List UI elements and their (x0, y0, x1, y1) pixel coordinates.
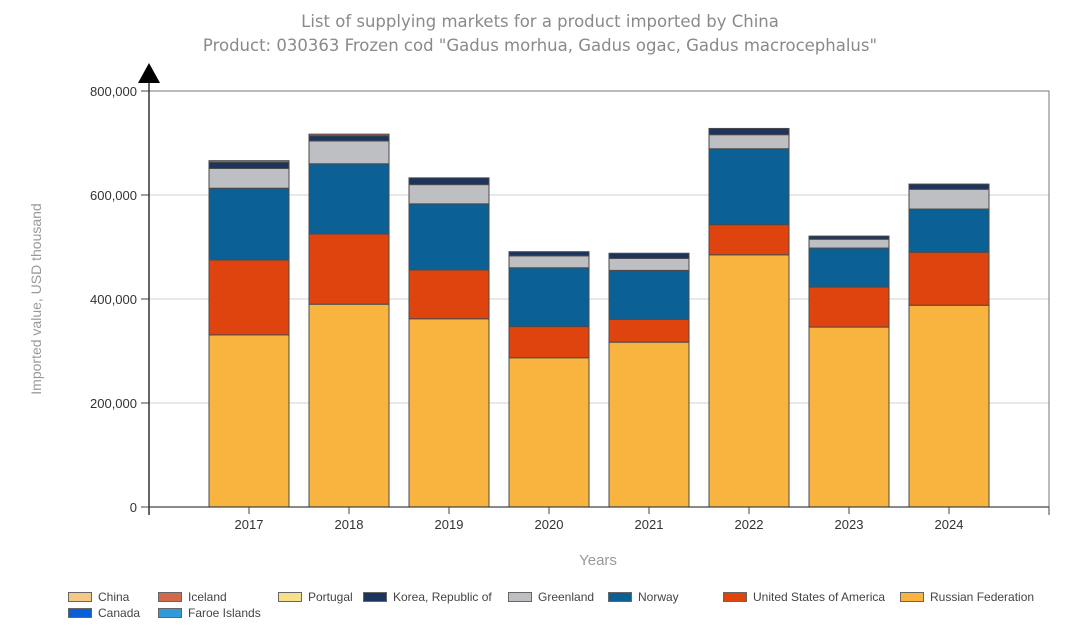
x-tick-label: 2019 (435, 517, 464, 532)
bar-segment (308, 133, 390, 137)
legend-item: Greenland (508, 590, 594, 604)
bar-segment (308, 233, 390, 305)
bar-segment (308, 135, 390, 142)
legend-label: Greenland (538, 590, 595, 604)
bar-segment (608, 257, 690, 271)
legend-label: Faroe Islands (188, 606, 261, 620)
bar-segment (308, 163, 390, 235)
y-tick-label: 400,000 (90, 292, 137, 307)
y-tick-label: 0 (130, 500, 137, 515)
legend-swatch (508, 592, 532, 602)
bar-segment (208, 161, 290, 169)
bar-segment (808, 247, 890, 288)
legend-item: Iceland (158, 590, 227, 604)
bar-segment (708, 148, 790, 226)
x-axis-label: Years (579, 552, 617, 569)
bar-segment (808, 286, 890, 328)
x-tick-label: 2018 (335, 517, 364, 532)
y-tick-label: 800,000 (90, 84, 137, 99)
bar-segment (608, 252, 690, 259)
bar-segment (708, 224, 790, 256)
chart-subtitle: Product: 030363 Frozen cod "Gadus morhua… (202, 36, 878, 55)
bar-segment (408, 269, 490, 320)
bar-segment (908, 188, 990, 210)
legend-swatch (723, 592, 747, 602)
legend-swatch (68, 592, 92, 602)
bar-segment (608, 341, 690, 508)
bar-segment (608, 318, 690, 343)
y-tick-label: 600,000 (90, 188, 137, 203)
legend-label: Russian Federation (930, 590, 1035, 604)
bar-segment (908, 183, 990, 190)
bar-segment (608, 269, 690, 320)
bar-segment (208, 167, 290, 189)
legend-item: United States of America (723, 590, 885, 604)
legend-item: Portugal (278, 590, 353, 604)
bar-segment (708, 254, 790, 508)
x-tick-label: 2017 (235, 517, 264, 532)
axes: 0 200,000 400,000 600,000 800,000 2017 2018 201… (90, 63, 1050, 532)
legend-item: Russian Federation (900, 590, 1034, 604)
y-tick-label: 200,000 (90, 396, 137, 411)
legend-item: Faroe Islands (158, 606, 261, 620)
bar-segment (908, 208, 990, 253)
bar-segment (908, 304, 990, 508)
legend-swatch (900, 592, 924, 602)
legend-swatch (608, 592, 632, 602)
bar-segment (208, 160, 290, 163)
x-tick-label: 2021 (635, 517, 664, 532)
legend-swatch (278, 592, 302, 602)
bar-segment (508, 326, 590, 359)
legend-item: Canada (68, 606, 140, 620)
legend-swatch (158, 608, 182, 618)
legend-label: United States of America (753, 590, 886, 604)
legend-label: Iceland (188, 590, 227, 604)
x-tick-label: 2022 (735, 517, 764, 532)
legend-label: Portugal (308, 590, 353, 604)
x-tick-label: 2020 (535, 517, 564, 532)
legend-label: Canada (98, 606, 141, 620)
bar-segment (408, 177, 490, 186)
x-tick-label: 2024 (935, 517, 964, 532)
y-axis-label: Imported value, USD thousand (28, 203, 44, 394)
legend-item: Korea, Republic of (363, 590, 492, 604)
legend-swatch (363, 592, 387, 602)
legend-swatch (158, 592, 182, 602)
bar-segment (508, 267, 590, 328)
bar-segment (308, 140, 390, 165)
legend-item: China (68, 590, 129, 604)
bar-segment (908, 251, 990, 306)
bar-segment (408, 184, 490, 205)
bar-segment (508, 255, 590, 269)
bar-segment (708, 127, 790, 136)
legend-label: Norway (638, 590, 679, 604)
bar-segment (808, 235, 890, 240)
legend-item: Norway (608, 590, 679, 604)
x-tick-label: 2023 (835, 517, 864, 532)
bar-segment (408, 203, 490, 271)
bar-segment (208, 187, 290, 261)
bar-segment (508, 251, 590, 257)
bar-segment (708, 134, 790, 150)
bars (208, 127, 990, 508)
bar-segment (308, 303, 390, 508)
legend-swatch (68, 608, 92, 618)
bar-segment (408, 318, 490, 508)
chart-title: List of supplying markets for a product … (301, 12, 779, 31)
legend-label: Korea, Republic of (393, 590, 492, 604)
y-axis-arrow-icon (138, 63, 160, 83)
bar-segment (508, 357, 590, 508)
gridlines (149, 194, 1049, 404)
bar-segment (808, 326, 890, 508)
bar-segment (208, 334, 290, 508)
bar-segment (208, 259, 290, 336)
bar-segment (808, 238, 890, 249)
legend-label: China (98, 590, 130, 604)
